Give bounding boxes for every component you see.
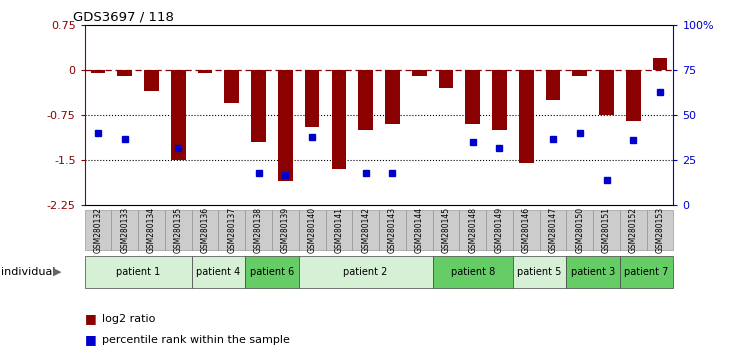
FancyBboxPatch shape bbox=[513, 210, 539, 250]
Bar bbox=[545, 70, 560, 100]
Text: individual: individual bbox=[1, 267, 56, 277]
FancyBboxPatch shape bbox=[539, 210, 567, 250]
Text: GSM280135: GSM280135 bbox=[174, 207, 183, 253]
Text: patient 8: patient 8 bbox=[450, 267, 495, 277]
Bar bbox=[118, 70, 132, 76]
FancyBboxPatch shape bbox=[111, 210, 138, 250]
FancyBboxPatch shape bbox=[85, 210, 111, 250]
Text: ▶: ▶ bbox=[53, 267, 62, 277]
FancyBboxPatch shape bbox=[620, 256, 673, 288]
FancyBboxPatch shape bbox=[433, 256, 513, 288]
Bar bbox=[626, 70, 640, 121]
Text: GSM280146: GSM280146 bbox=[522, 207, 531, 253]
Bar bbox=[519, 70, 534, 163]
Text: GSM280152: GSM280152 bbox=[629, 207, 638, 253]
Text: GSM280145: GSM280145 bbox=[442, 207, 450, 253]
Text: GSM280133: GSM280133 bbox=[120, 207, 130, 253]
FancyBboxPatch shape bbox=[191, 256, 245, 288]
FancyBboxPatch shape bbox=[165, 210, 191, 250]
Text: GSM280140: GSM280140 bbox=[308, 207, 316, 253]
FancyBboxPatch shape bbox=[406, 210, 433, 250]
Text: GDS3697 / 118: GDS3697 / 118 bbox=[73, 11, 174, 24]
Text: GSM280139: GSM280139 bbox=[281, 207, 290, 253]
FancyBboxPatch shape bbox=[513, 256, 567, 288]
Bar bbox=[278, 70, 293, 181]
FancyBboxPatch shape bbox=[272, 210, 299, 250]
Text: GSM280138: GSM280138 bbox=[254, 207, 263, 253]
Bar bbox=[91, 70, 105, 73]
Text: GSM280142: GSM280142 bbox=[361, 207, 370, 253]
FancyBboxPatch shape bbox=[219, 210, 245, 250]
Bar bbox=[573, 70, 587, 76]
Text: GSM280143: GSM280143 bbox=[388, 207, 397, 253]
Bar bbox=[385, 70, 400, 124]
Text: GSM280137: GSM280137 bbox=[227, 207, 236, 253]
Text: GSM280141: GSM280141 bbox=[334, 207, 344, 253]
Text: patient 5: patient 5 bbox=[517, 267, 562, 277]
Text: GSM280134: GSM280134 bbox=[147, 207, 156, 253]
Bar bbox=[331, 70, 346, 169]
Text: patient 1: patient 1 bbox=[116, 267, 160, 277]
Bar bbox=[439, 70, 453, 88]
Bar bbox=[492, 70, 507, 130]
FancyBboxPatch shape bbox=[433, 210, 459, 250]
Text: GSM280149: GSM280149 bbox=[495, 207, 504, 253]
FancyBboxPatch shape bbox=[85, 256, 191, 288]
FancyBboxPatch shape bbox=[245, 256, 299, 288]
FancyBboxPatch shape bbox=[353, 210, 379, 250]
FancyBboxPatch shape bbox=[647, 210, 673, 250]
FancyBboxPatch shape bbox=[299, 210, 325, 250]
Text: ■: ■ bbox=[85, 333, 96, 346]
FancyBboxPatch shape bbox=[567, 256, 620, 288]
Text: GSM280153: GSM280153 bbox=[656, 207, 665, 253]
FancyBboxPatch shape bbox=[593, 210, 620, 250]
FancyBboxPatch shape bbox=[191, 210, 219, 250]
Text: GSM280150: GSM280150 bbox=[576, 207, 584, 253]
Text: patient 6: patient 6 bbox=[250, 267, 294, 277]
FancyBboxPatch shape bbox=[138, 210, 165, 250]
Bar bbox=[224, 70, 239, 103]
FancyBboxPatch shape bbox=[486, 210, 513, 250]
Text: GSM280148: GSM280148 bbox=[468, 207, 477, 253]
Text: ■: ■ bbox=[85, 312, 96, 325]
Bar bbox=[305, 70, 319, 127]
FancyBboxPatch shape bbox=[379, 210, 406, 250]
Text: GSM280147: GSM280147 bbox=[548, 207, 557, 253]
FancyBboxPatch shape bbox=[299, 256, 433, 288]
Text: GSM280144: GSM280144 bbox=[414, 207, 424, 253]
Text: log2 ratio: log2 ratio bbox=[102, 314, 155, 324]
Text: patient 7: patient 7 bbox=[624, 267, 669, 277]
Bar bbox=[144, 70, 159, 91]
FancyBboxPatch shape bbox=[325, 210, 353, 250]
Bar bbox=[358, 70, 373, 130]
Text: patient 3: patient 3 bbox=[571, 267, 615, 277]
Text: GSM280132: GSM280132 bbox=[93, 207, 102, 253]
Bar bbox=[171, 70, 185, 160]
Bar bbox=[653, 58, 668, 70]
Bar bbox=[251, 70, 266, 142]
Bar bbox=[465, 70, 480, 124]
Text: patient 2: patient 2 bbox=[344, 267, 388, 277]
Text: GSM280136: GSM280136 bbox=[201, 207, 210, 253]
Bar bbox=[412, 70, 427, 76]
FancyBboxPatch shape bbox=[567, 210, 593, 250]
Text: percentile rank within the sample: percentile rank within the sample bbox=[102, 335, 289, 345]
Text: GSM280151: GSM280151 bbox=[602, 207, 611, 253]
FancyBboxPatch shape bbox=[245, 210, 272, 250]
Bar bbox=[599, 70, 614, 115]
FancyBboxPatch shape bbox=[620, 210, 647, 250]
Text: patient 4: patient 4 bbox=[197, 267, 241, 277]
Bar bbox=[198, 70, 213, 73]
FancyBboxPatch shape bbox=[459, 210, 486, 250]
